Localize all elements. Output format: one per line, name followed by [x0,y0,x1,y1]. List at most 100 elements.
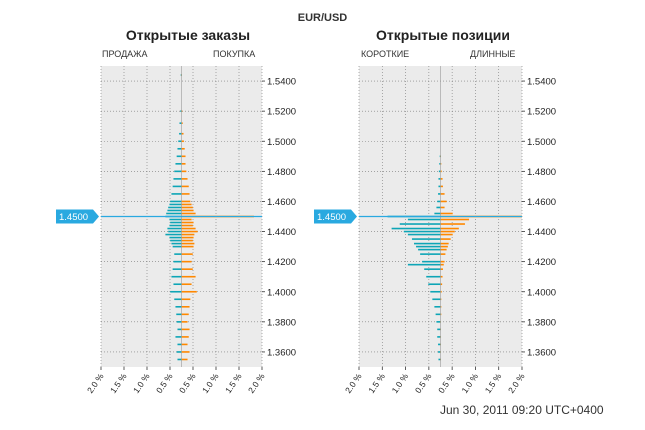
positions-right-bar [440,233,453,236]
orders-xtick-label: 1.5 % [108,371,129,395]
positions-right-bar [440,313,442,316]
orders-left-bar [177,343,182,346]
positions-right-label: ДЛИННЫЕ [470,49,516,59]
orders-right-bar [181,236,194,239]
orders-right-bar [181,178,188,180]
orders-right-bar [181,203,192,206]
orders-ytick-label: 1.5400 [267,77,296,88]
orders-left-bar [167,209,182,212]
positions-xtick-label: 0.5 % [436,371,457,395]
positions-right-bar [440,223,465,225]
chart-main-title: EUR/USD [297,12,348,24]
positions-right-bar [440,298,442,301]
positions-left-bar [438,178,441,180]
orders-left-bar [175,336,182,338]
orders-ytick-label: 1.4400 [267,227,296,238]
orders-right-bar [181,227,196,230]
orders-left-bar [180,74,182,76]
orders-right-bar [181,283,192,286]
orders-right-bar [181,343,188,346]
orders-left-bar [172,245,182,248]
positions-left-bar [439,155,441,158]
positions-right-bar [440,248,447,251]
positions-right-bar [440,283,443,286]
orders-right-bar [181,260,192,263]
positions-left-bar [391,227,441,230]
orders-price-tag [56,209,99,224]
orders-left-bar [166,212,182,215]
positions-left-bar [407,263,441,266]
orders-panel-title: Открытые заказы [125,27,251,43]
positions-price-tag-label: 1.4500 [317,212,346,223]
orders-left-bar [174,298,182,301]
positions-left-bar [437,200,441,203]
orders-left-bar [171,242,182,245]
orders-right-bar [181,328,190,331]
positions-xtick-label: 1.0 % [390,371,411,395]
orders-left-bar [169,218,182,221]
orders-left-bar [171,275,182,278]
orders-left-bar [170,239,182,242]
positions-xtick-label: 1.0 % [459,371,480,395]
positions-ytick-label: 1.4800 [527,167,556,178]
positions-ytick-label: 1.5400 [527,77,556,88]
orders-xtick-label: 1.0 % [131,371,152,395]
positions-left-bar [439,163,441,165]
positions-left-bar [435,313,441,316]
positions-right-bar [440,227,459,230]
orders-left-bar [175,163,182,165]
orders-ytick-label: 1.3800 [267,317,296,328]
orders-left-bar [170,200,182,203]
orders-right-bar [181,147,185,150]
positions-ytick-label: 1.4000 [527,287,556,298]
positions-xtick-label: 0.5 % [413,371,434,395]
positions-ytick-label: 1.3600 [527,347,556,358]
orders-left-bar [179,122,182,124]
orders-right-bar [181,200,191,203]
orders-ytick-label: 1.5200 [267,107,296,118]
orders-right-bar [181,218,192,221]
orders-plot: 1.5400 1.5200 1.5000 1.4800 1.4600 1.4400 1.42… [56,66,296,395]
positions-left-bar [403,230,441,233]
positions-price-tag [314,209,357,224]
orders-right-bar [181,336,189,338]
positions-left-bar [432,298,441,301]
positions-left-bar [407,233,441,236]
orders-right-bar [181,275,196,278]
orders-xtick-label: 0.5 % [177,371,198,395]
orders-right-bar [181,122,183,124]
positions-left-bar [434,212,441,215]
positions-left-bar [436,206,441,209]
orders-left-bar [170,221,182,224]
positions-ytick-label: 1.3800 [527,317,556,328]
orders-left-bar [177,147,182,150]
orders-right-bar [181,245,194,248]
orders-left-bar [169,236,182,239]
positions-ytick-label: 1.4400 [527,227,556,238]
orders-right-bar [181,132,184,135]
positions-left-label: КОРОТКИЕ [361,49,410,59]
positions-xtick-label: 1.5 % [483,371,504,395]
orders-left-bar [176,321,182,323]
orders-price-tag-label: 1.4500 [59,212,88,223]
orders-left-bar [174,170,182,173]
positions-left-bar [426,275,441,278]
positions-xtick-label: 2.0 % [506,371,527,395]
positions-left-bar [428,283,441,286]
orders-right-bar [181,209,194,212]
orders-right-bar [181,224,193,227]
positions-left-bar [411,238,441,240]
orders-ytick-label: 1.4000 [267,287,296,298]
orders-left-bar [170,290,182,293]
orders-left-bar [177,328,182,331]
positions-left-bar [420,253,441,255]
positions-right-bar [440,163,442,165]
orders-left-bar [169,203,182,206]
positions-right-bar [440,212,453,215]
orders-xtick-label: 2.0 % [246,371,267,395]
orders-left-bar [177,358,182,361]
orders-right-bar [181,290,197,293]
orders-left-bar [168,230,182,233]
positions-right-bar [440,178,443,180]
